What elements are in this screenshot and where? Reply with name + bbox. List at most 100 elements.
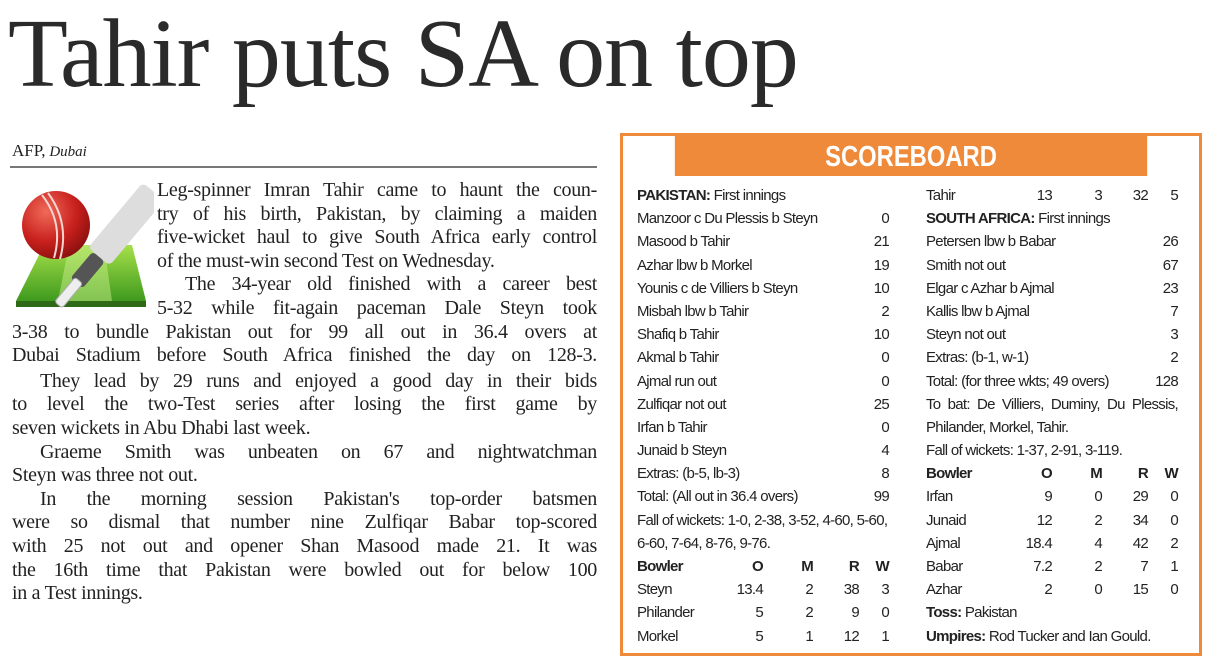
section-heading: Umpires: Rod Tucker and Ian Gould. [926,625,1178,648]
wickets: 0 [1170,511,1178,529]
bowling-row: Tahir 13 3 32 5 [926,184,1179,207]
article-line: Steyn was three not out. [12,464,198,487]
runs: 3 [1170,326,1178,344]
batsman-dismissal: Misbah lbw b Tahir [637,302,749,320]
batting-row: Akmal b Tahir 0 [637,346,890,369]
byline: AFP, Dubai [12,141,87,161]
bowler-name: Philander [637,604,695,622]
bowling-row: Irfan 9 0 29 0 [926,485,1179,508]
batting-row: Azhar lbw b Morkel 19 [637,254,890,277]
batsman-dismissal: Azhar lbw b Morkel [637,256,753,274]
wickets: 3 [881,581,889,599]
runs-conceded: 9 [851,604,859,622]
bowler-name: Morkel [637,627,679,645]
overs: O [752,558,764,575]
article-line: They lead by 29 runs and enjoyed a good … [40,369,597,392]
batting-row: Total: (All out in 36.4 overs) 99 [637,485,890,508]
maidens: 0 [1094,581,1102,599]
overs: 13.4 [736,581,764,599]
runs: 0 [881,372,889,390]
runs: 10 [873,326,890,344]
maidens: M [1090,465,1102,483]
runs-conceded: 29 [1132,488,1149,506]
headline: Tahir puts SA on top [8,0,799,108]
overs: 5 [755,627,763,645]
article-line: 5-32 while fit-again paceman Dale Steyn … [157,297,597,319]
bowler-name: Irfan [926,488,953,506]
batting-row: Masood b Tahir 21 [637,230,890,253]
runs: 0 [881,210,889,228]
info-text: Philander, Morkel, Tahir. [926,418,1069,436]
bowler-name: Azhar [926,581,962,599]
bowling-row: Steyn 13.4 2 38 3 [637,578,890,601]
batting-row: Total: (for three wkts; 49 overs) 128 [926,370,1179,393]
bowling-header: Bowler O M R W [926,462,1179,485]
article-line: Leg-spinner Imran Tahir came to haunt th… [157,179,597,201]
overs: O [1041,465,1053,483]
maidens: 2 [1094,511,1102,529]
byline-divider [10,166,597,168]
overs: 13 [1036,187,1053,204]
batsman-dismissal: Zulfiqar not out [637,395,727,413]
info-line: Fall of wickets: 1-0, 2-38, 3-52, 4-60, … [637,509,889,532]
batsman-dismissal: Total: (for three wkts; 49 overs) [926,372,1110,390]
batting-row: Extras: (b-5, lb-3) 8 [637,462,890,485]
article-line: the 16th time that Pakistan were bowled … [12,558,597,581]
heading-label: Toss: [926,604,962,622]
batting-row: Shafiq b Tahir 10 [637,323,890,346]
batting-row: Petersen lbw b Babar 26 [926,230,1179,253]
wickets: 5 [1170,187,1178,204]
article-line: The 34-year old finished with a career b… [185,273,597,296]
batting-row: Kallis lbw b Ajmal 7 [926,300,1179,323]
article-line: with 25 not out and opener Shan Masood m… [12,535,597,557]
batsman-dismissal: Manzoor c Du Plessis b Steyn [637,210,818,228]
wickets: 1 [881,627,889,645]
runs: 23 [1162,279,1179,297]
batting-row: Irfan b Tahir 0 [637,416,890,439]
batsman-dismissal: Masood b Tahir [637,233,730,251]
maidens: 1 [805,627,813,645]
scoreboard: SCOREBOARD PAKISTAN: First innings Manzoo… [620,133,1202,656]
runs: 19 [873,256,890,274]
runs: 8 [881,465,889,483]
wickets: 0 [1170,488,1178,506]
overs: 18.4 [1025,534,1053,552]
bowler-name: Bowler [637,558,684,575]
pakistan-innings-column: PAKISTAN: First innings Manzoor c Du Ples… [637,184,890,648]
bowler-name: Steyn [637,581,673,599]
runs: 7 [1170,302,1178,320]
bowling-row: Babar 7.2 2 7 1 [926,555,1179,578]
heading-label: Umpires: [926,627,986,645]
batsman-dismissal: Extras: (b-5, lb-3) [637,465,740,483]
bowling-row: Philander 5 2 9 0 [637,601,890,624]
runs-conceded: R [848,558,860,575]
article-line: 3-38 to bundle Pakistan out for 99 all o… [12,320,597,343]
article-line: Graeme Smith was unbeaten on 67 and nigh… [40,440,597,463]
wickets: W [1164,465,1179,483]
batsman-dismissal: Younis c de Villiers b Steyn [637,279,798,297]
runs-conceded: 42 [1132,534,1149,552]
runs: 0 [881,349,889,367]
batting-row: Smith not out 67 [926,254,1179,277]
section-heading: Toss: Pakistan [926,601,1178,624]
maidens: 3 [1094,187,1102,204]
article-line: try of his birth, Pakistan, by claiming … [157,202,597,225]
runs: 10 [873,279,890,297]
overs: 12 [1036,511,1053,529]
byline-agency: AFP, [12,141,46,160]
maidens: M [801,558,813,575]
wickets: 1 [1170,558,1178,575]
runs: 128 [1155,372,1179,390]
batting-row: Younis c de Villiers b Steyn 10 [637,277,890,300]
maidens: 0 [1094,488,1102,506]
maidens: 4 [1094,534,1102,552]
batsman-dismissal: Smith not out [926,256,1006,274]
runs-conceded: 7 [1140,558,1148,575]
maidens: 2 [1094,558,1102,575]
bowling-header: Bowler O M R W [637,555,890,578]
info-text: 6-60, 7-64, 8-76, 9-76. [637,534,771,552]
info-line: Philander, Morkel, Tahir. [926,416,1178,439]
article-line: In the morning session Pakistan's top-or… [40,487,597,510]
runs-conceded: 12 [843,627,860,645]
wickets: 0 [881,604,889,622]
